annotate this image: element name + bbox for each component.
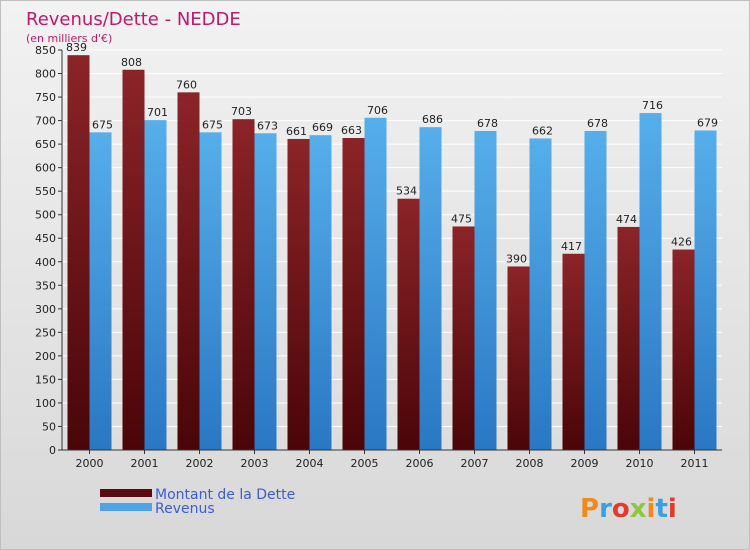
y-tick-label: 200 [35,350,56,363]
chart-subtitle: (en milliers d'€) [26,32,112,45]
y-tick-label: 50 [42,420,56,433]
x-tick-label: 2003 [241,457,269,470]
proxiti-logo: Proxiti [580,494,677,524]
bars: 839 675 808 701 760 675 703 673 661 669 663 706 534 6… [66,41,718,451]
y-tick-label: 700 [35,115,56,128]
y-tick-label: 250 [35,326,56,339]
bar-revenue [419,127,442,451]
x-tick-label: 2009 [571,457,599,470]
data-label: 675 [92,118,113,131]
x-tick-label: 2000 [76,457,104,470]
bar-debt [452,226,475,450]
y-tick-label: 500 [35,209,56,222]
bar-debt [397,198,420,450]
data-label: 703 [231,105,252,118]
data-label: 678 [477,117,498,130]
data-label: 716 [642,99,663,112]
data-label: 678 [587,117,608,130]
bar-debt [672,249,695,450]
x-tick-label: 2004 [296,457,324,470]
bar-debt [507,266,530,450]
x-tick-label: 2002 [186,457,214,470]
bar-revenue [89,132,112,450]
bar-revenue [584,130,607,451]
y-tick-label: 850 [35,44,56,57]
data-label: 417 [561,240,582,253]
y-tick-label: 350 [35,279,56,292]
x-tick-label: 2010 [626,457,654,470]
bar-debt [177,92,200,451]
bar-debt [122,69,145,450]
bar-debt [287,138,310,451]
bar-revenue [474,130,497,451]
x-tick-label: 2005 [351,457,379,470]
y-tick-label: 300 [35,303,56,316]
y-tick-label: 150 [35,373,56,386]
svg-text:Proxiti: Proxiti [580,494,677,524]
bar-revenue [254,133,277,450]
bar-debt [67,55,90,450]
legend-label: Revenus [155,501,215,517]
y-tick-label: 0 [49,444,56,457]
bar-debt [617,226,640,450]
bar-debt [342,138,365,450]
data-label: 534 [396,185,417,198]
y-tick-label: 100 [35,397,56,410]
data-label: 686 [422,113,443,126]
bar-revenue [309,135,332,451]
data-label: 701 [147,106,168,119]
bar-revenue [199,132,222,450]
y-tick-label: 650 [35,138,56,151]
x-tick-label: 2011 [681,457,709,470]
legend-swatch-revenue [100,503,152,511]
x-tick-label: 2008 [516,457,544,470]
y-tick-label: 400 [35,256,56,269]
data-label: 808 [121,56,142,69]
data-label: 390 [506,252,527,265]
data-label: 760 [176,78,197,91]
bar-revenue [639,113,662,450]
data-label: 706 [367,104,388,117]
data-label: 663 [341,124,362,137]
x-tick-label: 2007 [461,457,489,470]
bar-debt [562,253,585,450]
data-label: 426 [671,236,692,249]
data-label: 669 [312,121,333,134]
bar-revenue [144,120,167,450]
data-label: 661 [286,125,307,138]
legend-swatch-debt [100,489,152,497]
chart-title: Revenus/Dette - NEDDE [26,9,241,30]
data-label: 475 [451,212,472,225]
bar-debt [232,119,255,451]
bar-revenue [694,130,717,450]
data-label: 839 [66,41,87,54]
data-label: 673 [257,119,278,132]
y-tick-label: 750 [35,91,56,104]
data-label: 679 [697,116,718,129]
x-tick-label: 2006 [406,457,434,470]
x-tick-label: 2001 [131,457,159,470]
legend-label: Montant de la Dette [155,487,295,503]
bar-revenue [529,138,552,450]
y-axis-ticks: 0 50 100 150 200 250 300 350 400 450 500 550 600 650 7… [35,44,63,457]
y-tick-label: 450 [35,232,56,245]
data-label: 662 [532,124,553,137]
y-tick-label: 550 [35,185,56,198]
data-label: 675 [202,118,223,131]
y-tick-label: 800 [35,68,56,81]
x-axis-ticks: 2000 2001 2002 2003 2004 2005 2006 2007 2008 2009… [76,450,709,470]
data-label: 474 [616,213,637,226]
y-tick-label: 600 [35,162,56,175]
bar-revenue [364,117,387,450]
grid-lines [62,49,722,451]
